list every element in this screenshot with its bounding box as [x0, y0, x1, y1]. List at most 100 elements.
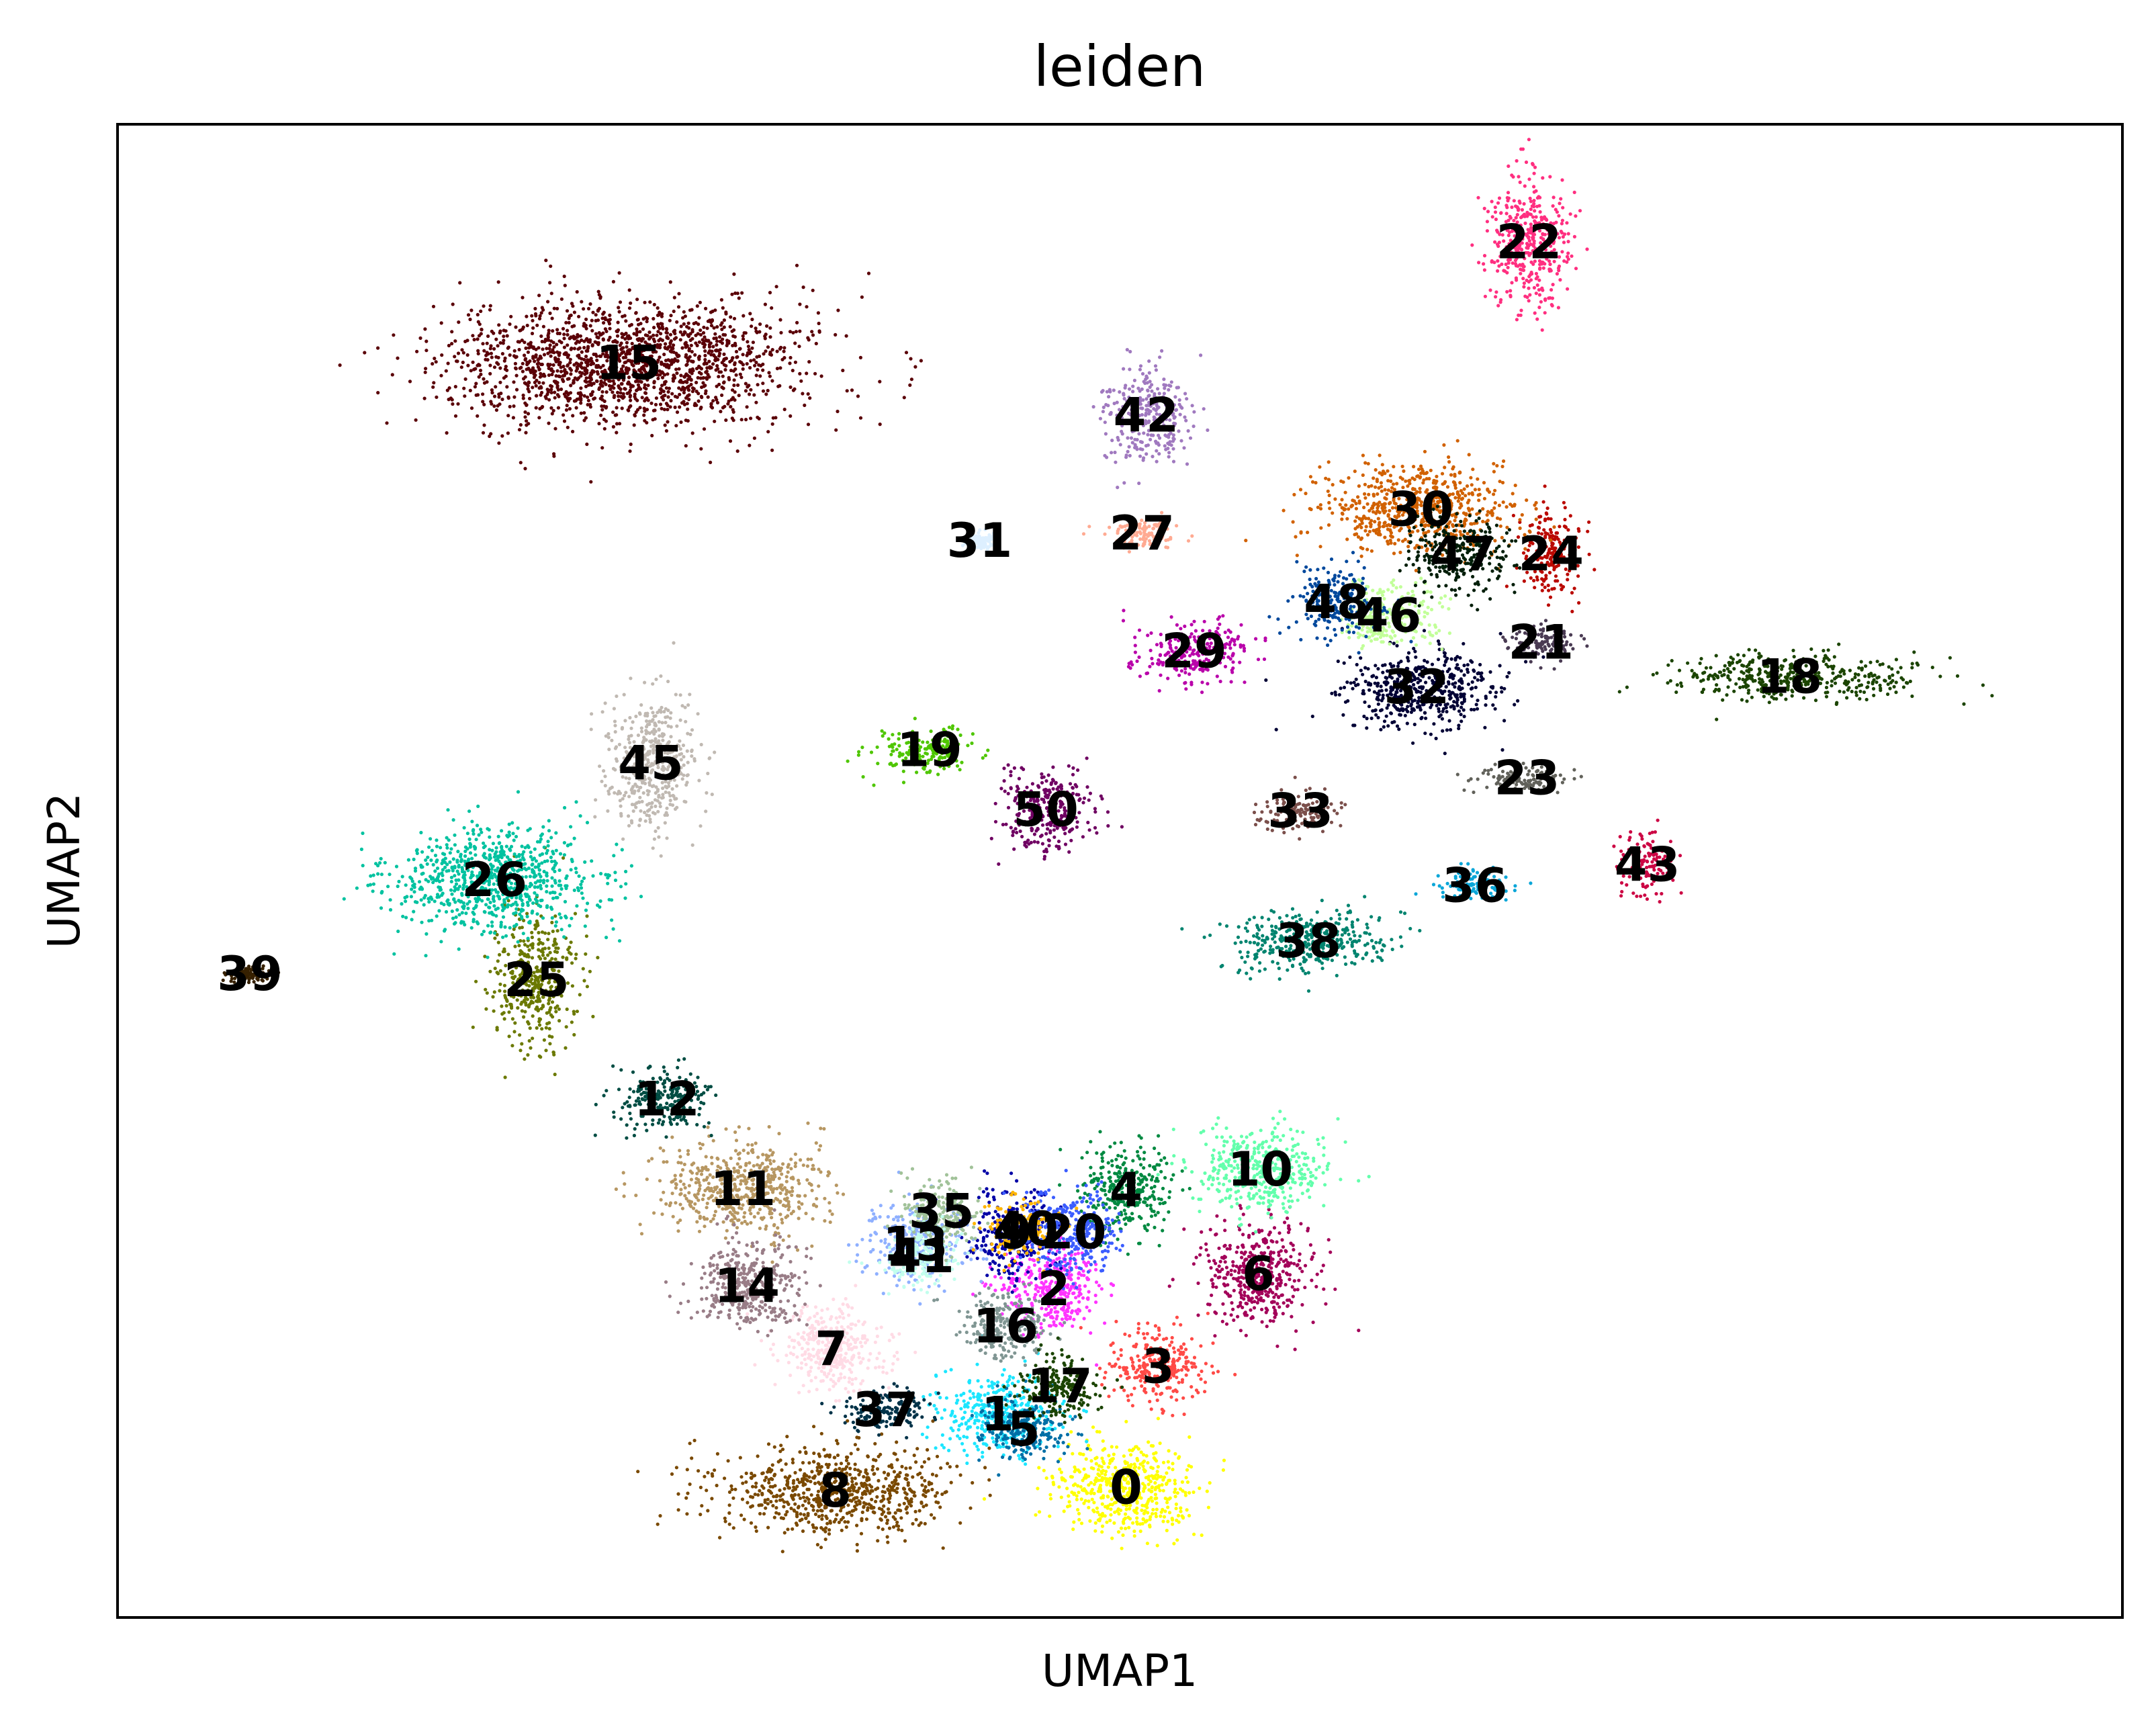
point-cluster-7 — [860, 1344, 864, 1348]
point-cluster-11 — [791, 1175, 795, 1180]
point-cluster-8 — [914, 1460, 918, 1464]
point-cluster-11 — [746, 1151, 750, 1155]
point-cluster-11 — [784, 1175, 789, 1179]
point-cluster-1 — [1005, 1392, 1009, 1396]
point-cluster-1 — [1085, 1439, 1089, 1444]
point-cluster-8 — [859, 1532, 864, 1536]
point-cluster-6 — [1312, 1251, 1316, 1255]
point-cluster-10 — [1216, 1171, 1220, 1175]
point-cluster-8 — [866, 1455, 870, 1459]
point-cluster-0 — [1116, 1489, 1120, 1493]
point-cluster-0 — [1173, 1495, 1177, 1499]
point-cluster-10 — [1270, 1199, 1274, 1203]
point-cluster-2 — [1077, 1290, 1081, 1294]
point-cluster-0 — [1100, 1524, 1105, 1528]
point-cluster-11 — [645, 1178, 649, 1182]
point-cluster-0 — [1106, 1465, 1110, 1469]
point-cluster-0 — [1166, 1505, 1170, 1509]
point-cluster-0 — [1086, 1444, 1091, 1448]
point-cluster-0 — [1113, 1501, 1117, 1505]
point-cluster-8 — [875, 1495, 879, 1499]
point-cluster-0 — [1145, 1542, 1149, 1546]
point-cluster-6 — [1208, 1227, 1212, 1232]
point-cluster-2 — [983, 1284, 987, 1288]
point-cluster-1 — [1020, 1401, 1024, 1406]
point-cluster-3 — [1177, 1356, 1181, 1360]
point-cluster-6 — [1284, 1249, 1288, 1253]
point-cluster-8 — [685, 1468, 689, 1472]
point-cluster-11 — [828, 1209, 832, 1213]
point-cluster-8 — [860, 1517, 864, 1521]
point-cluster-8 — [858, 1500, 862, 1504]
point-cluster-7 — [832, 1297, 836, 1301]
point-cluster-11 — [696, 1192, 700, 1196]
point-cluster-8 — [895, 1440, 899, 1444]
point-cluster-1 — [954, 1394, 958, 1398]
point-cluster-3 — [1182, 1412, 1186, 1417]
point-cluster-8 — [897, 1503, 901, 1507]
point-cluster-0 — [1124, 1499, 1129, 1503]
point-cluster-4 — [1142, 1166, 1146, 1170]
point-cluster-6 — [1220, 1268, 1224, 1272]
point-cluster-0 — [1158, 1489, 1162, 1493]
point-cluster-6 — [1314, 1284, 1318, 1289]
point-cluster-6 — [1272, 1226, 1277, 1230]
point-cluster-6 — [1229, 1313, 1233, 1317]
point-cluster-7 — [877, 1365, 881, 1369]
point-cluster-0 — [1158, 1441, 1162, 1446]
point-cluster-5 — [1077, 1432, 1081, 1436]
point-cluster-2 — [1066, 1283, 1070, 1287]
point-cluster-8 — [919, 1501, 924, 1505]
point-cluster-2 — [1052, 1323, 1056, 1327]
point-cluster-8 — [897, 1474, 901, 1478]
point-cluster-1 — [944, 1396, 948, 1400]
point-cluster-8 — [782, 1486, 787, 1491]
point-cluster-2 — [1055, 1288, 1059, 1292]
point-cluster-4 — [1157, 1151, 1161, 1155]
point-cluster-3 — [1133, 1376, 1137, 1380]
point-cluster-8 — [772, 1515, 776, 1519]
point-cluster-8 — [700, 1504, 704, 1508]
point-cluster-7 — [815, 1388, 819, 1392]
point-cluster-1 — [982, 1403, 986, 1407]
point-cluster-6 — [1231, 1263, 1235, 1268]
point-cluster-7 — [890, 1368, 894, 1372]
point-cluster-0 — [1144, 1519, 1149, 1523]
point-cluster-8 — [791, 1460, 795, 1465]
point-cluster-8 — [780, 1468, 784, 1472]
point-cluster-8 — [862, 1474, 866, 1479]
point-cluster-8 — [888, 1491, 892, 1495]
point-cluster-10 — [1306, 1188, 1310, 1192]
point-cluster-2 — [1110, 1293, 1114, 1297]
point-cluster-0 — [1159, 1510, 1163, 1514]
point-cluster-0 — [1149, 1466, 1153, 1470]
point-cluster-10 — [1267, 1204, 1271, 1209]
point-cluster-8 — [849, 1452, 853, 1456]
point-cluster-0 — [1108, 1461, 1112, 1465]
point-cluster-8 — [877, 1525, 881, 1529]
point-cluster-8 — [840, 1528, 844, 1532]
point-cluster-11 — [783, 1204, 788, 1208]
point-cluster-3 — [1134, 1370, 1138, 1374]
point-cluster-0 — [1106, 1481, 1110, 1486]
point-cluster-3 — [1171, 1413, 1175, 1417]
point-cluster-6 — [1269, 1239, 1273, 1243]
point-cluster-0 — [1100, 1514, 1104, 1518]
point-cluster-8 — [815, 1543, 819, 1547]
point-cluster-4 — [1089, 1140, 1093, 1144]
point-cluster-3 — [1108, 1362, 1112, 1366]
point-cluster-10 — [1367, 1175, 1371, 1179]
point-cluster-6 — [1194, 1255, 1198, 1259]
point-cluster-11 — [689, 1204, 693, 1208]
point-cluster-11 — [693, 1202, 697, 1206]
point-cluster-8 — [912, 1454, 916, 1458]
point-cluster-2 — [1087, 1290, 1091, 1294]
point-cluster-1 — [922, 1394, 926, 1399]
point-cluster-8 — [772, 1445, 776, 1449]
point-cluster-0 — [1051, 1480, 1055, 1484]
point-cluster-8 — [727, 1522, 731, 1526]
point-cluster-0 — [1174, 1502, 1178, 1506]
point-cluster-8 — [922, 1460, 926, 1464]
point-cluster-9 — [985, 1234, 989, 1238]
point-cluster-5 — [1001, 1442, 1005, 1446]
